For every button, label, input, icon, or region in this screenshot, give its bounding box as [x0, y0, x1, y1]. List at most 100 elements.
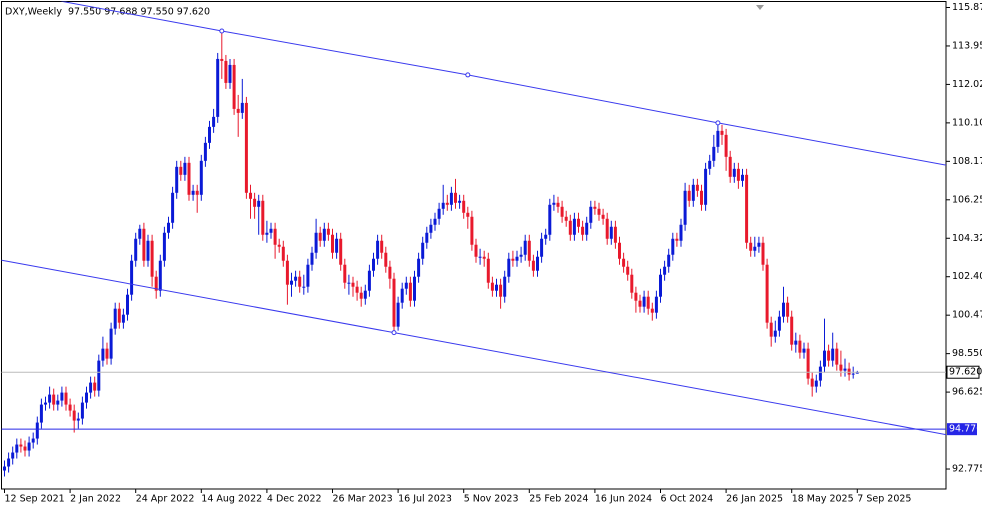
y-tick-label: 112.025 [952, 79, 982, 90]
candle-body [581, 226, 585, 235]
x-tick-label: 6 Oct 2024 [661, 494, 714, 505]
candle-body [52, 394, 56, 405]
candle-body [441, 202, 445, 209]
candle-body [372, 258, 375, 271]
candle-body [728, 156, 732, 177]
candle-body [495, 284, 498, 291]
candle-body [48, 394, 52, 403]
candle-body [782, 302, 785, 317]
candle-body [609, 226, 613, 239]
candle-body [794, 340, 798, 345]
x-tick-label: 25 Feb 2024 [529, 494, 588, 505]
candle-body [720, 130, 724, 135]
candle-body [511, 258, 515, 261]
candle-body [208, 126, 211, 143]
y-tick-label: 106.250 [952, 194, 982, 205]
candle-body [15, 444, 19, 453]
candle-body [413, 276, 416, 301]
candle-body [351, 282, 355, 287]
candle-body [790, 316, 794, 345]
candle-body [376, 240, 380, 259]
candle-body [622, 258, 626, 267]
candle-body [527, 240, 531, 261]
candle-body [757, 242, 761, 247]
x-tick-label: 12 Sep 2021 [5, 494, 65, 505]
candle-body [19, 444, 23, 447]
candle-body [741, 174, 744, 181]
candle-body [470, 216, 474, 245]
chart-title: DXY,Weekly 97.550 97.688 97.550 97.620 [5, 7, 210, 18]
candle-body [761, 242, 765, 265]
candle-body [425, 232, 429, 243]
candle-body [158, 260, 162, 291]
candle-body [507, 258, 511, 277]
candle-body [568, 220, 572, 235]
candle-body [171, 192, 175, 223]
candle-body [671, 238, 675, 255]
x-tick-label: 16 Jul 2023 [398, 494, 452, 505]
plot-area [3, 30, 859, 477]
candle-body [536, 256, 539, 271]
candle-body [232, 64, 236, 109]
x-tick-label: 26 Jan 2025 [726, 494, 783, 505]
y-tick-label: 96.625 [952, 387, 982, 398]
candle-body [540, 238, 544, 257]
price-label: 97.620 [949, 367, 982, 378]
candle-body [109, 328, 113, 359]
candle-body [220, 58, 224, 61]
candle-body [244, 102, 248, 193]
candle-body [802, 348, 806, 353]
candle-body [80, 402, 84, 419]
candle-body [64, 392, 68, 405]
candle-body [195, 190, 199, 195]
candle-body [851, 373, 855, 375]
candle-body [146, 240, 150, 261]
candle-body [724, 134, 728, 157]
candle-body [843, 368, 847, 371]
candle-body [203, 142, 207, 161]
candle-body [523, 240, 527, 255]
candle-body [810, 378, 814, 387]
candle-body [675, 238, 679, 241]
candle-body [105, 348, 109, 359]
candle-body [544, 234, 548, 239]
candle-body [162, 232, 166, 261]
candle-body [691, 184, 695, 201]
candle-body [601, 214, 605, 219]
candle-body [654, 296, 658, 313]
candle-body [597, 208, 601, 215]
candle-body [749, 242, 753, 251]
level-label-box [947, 423, 977, 436]
y-tick-label: 113.950 [952, 40, 982, 51]
candle-body [855, 372, 859, 374]
candle-body [618, 242, 621, 259]
candle-body [773, 330, 777, 337]
candle-body [462, 200, 466, 213]
candle-body [806, 348, 810, 379]
candle-body [44, 402, 47, 405]
candle-body [273, 228, 277, 245]
candle-body [384, 252, 388, 267]
candle-body [343, 264, 347, 283]
candle-body [437, 208, 441, 219]
candle-body [429, 224, 433, 233]
x-tick-label: 5 Nov 2023 [464, 494, 519, 505]
candle-body [683, 190, 687, 225]
candle-body [3, 466, 6, 471]
candle-body [634, 292, 638, 301]
candle-body [605, 218, 609, 239]
candle-body [400, 288, 404, 303]
candle-body [818, 366, 822, 381]
candle-body [60, 392, 64, 401]
candle-body [257, 200, 261, 207]
y-tick-label: 115.875 [952, 2, 982, 13]
candle-body [117, 308, 121, 323]
candle-body [564, 216, 568, 221]
candle-body [786, 302, 790, 317]
candle-body [396, 302, 400, 327]
trendline-anchor [219, 28, 225, 34]
candle-body [503, 276, 507, 297]
candle-body [716, 130, 720, 147]
candle-body [261, 200, 265, 235]
candle-body [490, 282, 494, 291]
